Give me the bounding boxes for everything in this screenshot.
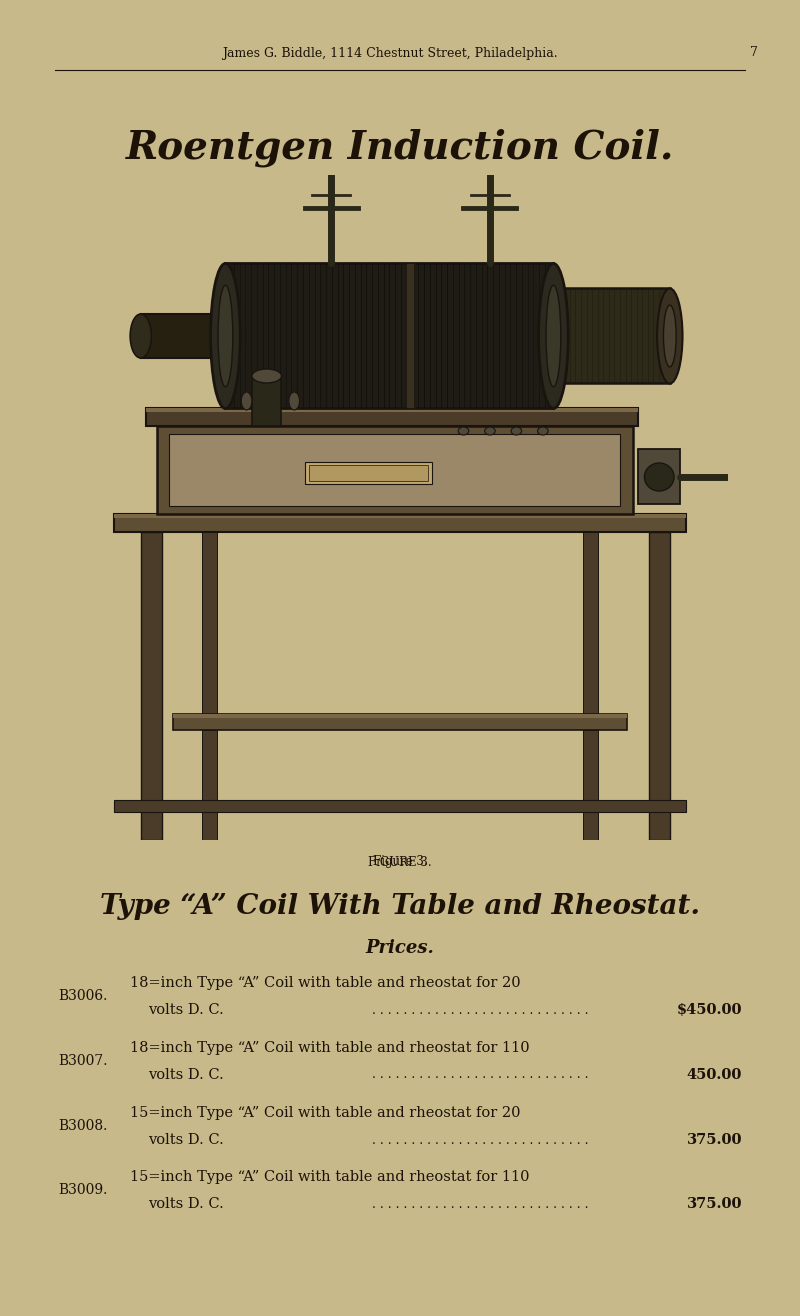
Ellipse shape (242, 392, 252, 411)
Bar (114, 800, 686, 812)
Bar (406, 263, 414, 408)
Text: Type “A” Coil With Table and Rheostat.: Type “A” Coil With Table and Rheostat. (100, 892, 700, 920)
Bar (309, 465, 427, 482)
Text: . . . . . . . . . . . . . . . . . . . . . . . . . . . .: . . . . . . . . . . . . . . . . . . . . … (372, 1198, 588, 1211)
Text: B3007.: B3007. (58, 1054, 107, 1069)
Bar (202, 532, 217, 715)
Bar (114, 515, 686, 532)
Text: B3008.: B3008. (58, 1119, 107, 1133)
Text: 7: 7 (750, 46, 758, 59)
Ellipse shape (645, 463, 674, 491)
Text: B3006.: B3006. (58, 990, 107, 1003)
Ellipse shape (538, 426, 548, 436)
Bar (554, 288, 670, 383)
Text: . . . . . . . . . . . . . . . . . . . . . . . . . . . .: . . . . . . . . . . . . . . . . . . . . … (372, 1069, 588, 1082)
Text: FɪGURE 3.: FɪGURE 3. (368, 855, 432, 869)
Text: 450.00: 450.00 (686, 1069, 742, 1082)
Ellipse shape (130, 315, 151, 358)
Bar (141, 315, 226, 358)
Text: $450.00: $450.00 (677, 1003, 742, 1017)
Text: 15=inch Type “A” Coil with table and rheostat for 110: 15=inch Type “A” Coil with table and rhe… (130, 1170, 530, 1184)
Text: 375.00: 375.00 (686, 1133, 742, 1148)
Text: . . . . . . . . . . . . . . . . . . . . . . . . . . . .: . . . . . . . . . . . . . . . . . . . . … (372, 1133, 588, 1146)
Text: volts D. C.: volts D. C. (148, 1133, 224, 1148)
Bar (114, 515, 686, 519)
Text: 18=inch Type “A” Coil with table and rheostat for 20: 18=inch Type “A” Coil with table and rhe… (130, 976, 521, 990)
Text: B3009.: B3009. (58, 1183, 107, 1198)
Bar (202, 730, 217, 840)
Ellipse shape (218, 286, 233, 387)
Ellipse shape (289, 392, 299, 411)
Bar (173, 715, 627, 719)
Bar (170, 434, 620, 505)
Bar (173, 715, 627, 730)
Text: James G. Biddle, 1114 Chestnut Street, Philadelphia.: James G. Biddle, 1114 Chestnut Street, P… (222, 46, 558, 59)
Text: volts D. C.: volts D. C. (148, 1198, 224, 1211)
Bar (649, 532, 670, 840)
Bar (583, 730, 598, 840)
Bar (226, 263, 554, 408)
Bar (146, 408, 638, 412)
Text: 18=inch Type “A” Coil with table and rheostat for 110: 18=inch Type “A” Coil with table and rhe… (130, 1041, 530, 1055)
Ellipse shape (657, 288, 682, 383)
Bar (157, 426, 633, 515)
Bar (141, 532, 162, 840)
Text: Roentgen Induction Coil.: Roentgen Induction Coil. (126, 129, 674, 167)
Text: 15=inch Type “A” Coil with table and rheostat for 20: 15=inch Type “A” Coil with table and rhe… (130, 1105, 521, 1120)
Text: volts D. C.: volts D. C. (148, 1003, 224, 1017)
Bar (638, 449, 680, 504)
Ellipse shape (210, 263, 240, 408)
Ellipse shape (252, 368, 282, 383)
Bar (252, 376, 282, 426)
Ellipse shape (546, 286, 561, 387)
Bar (583, 532, 598, 715)
Text: . . . . . . . . . . . . . . . . . . . . . . . . . . . .: . . . . . . . . . . . . . . . . . . . . … (372, 1004, 588, 1016)
Text: 375.00: 375.00 (686, 1198, 742, 1211)
Bar (305, 462, 432, 484)
Ellipse shape (485, 426, 495, 436)
Ellipse shape (511, 426, 522, 436)
Bar (146, 408, 638, 426)
Text: Prices.: Prices. (366, 940, 434, 957)
Ellipse shape (538, 263, 568, 408)
Ellipse shape (458, 426, 469, 436)
Ellipse shape (663, 305, 676, 367)
Text: Figure 3.: Figure 3. (373, 855, 427, 869)
Text: volts D. C.: volts D. C. (148, 1069, 224, 1082)
